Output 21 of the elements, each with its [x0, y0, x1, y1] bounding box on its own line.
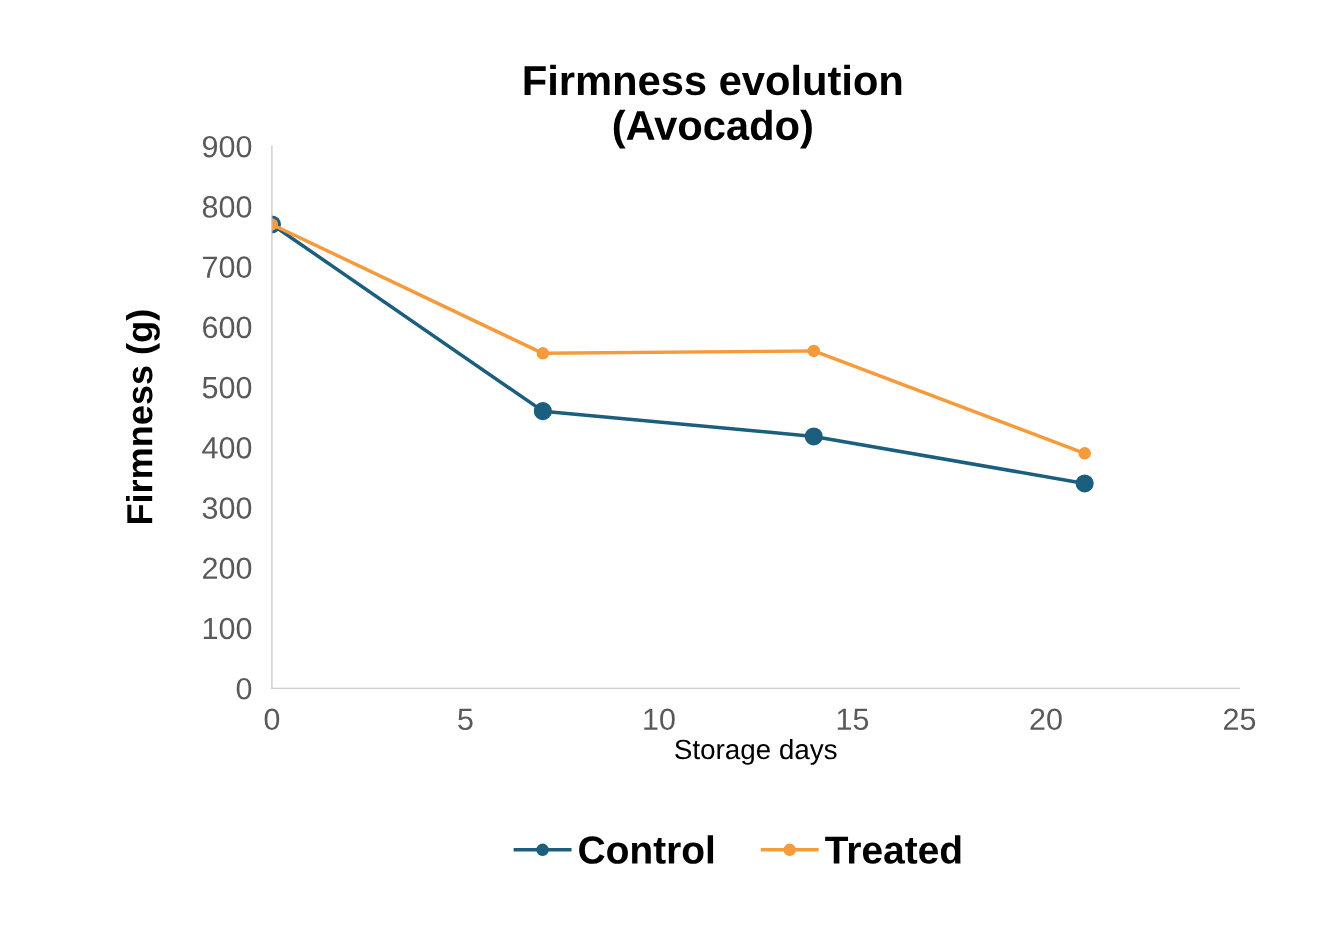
x-axis-title: Storage days	[675, 738, 837, 765]
x-tick-label: 5	[458, 708, 473, 731]
y-tick-label: 900	[202, 135, 252, 158]
legend-label: Control	[579, 835, 714, 864]
legend-label: Treated	[825, 835, 961, 864]
y-tick-label: 300	[202, 497, 252, 519]
y-tick-label: 700	[203, 256, 252, 278]
y-tick-label: 500	[202, 376, 252, 399]
x-tick-label: 20	[1030, 708, 1062, 731]
y-tick-label: 800	[202, 196, 252, 218]
x-tick-label: 0	[264, 708, 280, 731]
y-tick-label: 0	[236, 677, 252, 700]
y-axis-title: Firmness (g)	[126, 310, 160, 524]
x-tick-label: 10	[644, 708, 675, 731]
x-tick-label: 15	[837, 708, 869, 731]
x-tick-label: 25	[1224, 708, 1256, 731]
chart-title: Firmness evolution (Avocado)	[524, 64, 902, 149]
y-tick-label: 100	[203, 617, 252, 640]
y-tick-label: 200	[203, 557, 252, 580]
y-tick-label: 400	[202, 437, 252, 459]
y-tick-label: 600	[203, 316, 252, 339]
